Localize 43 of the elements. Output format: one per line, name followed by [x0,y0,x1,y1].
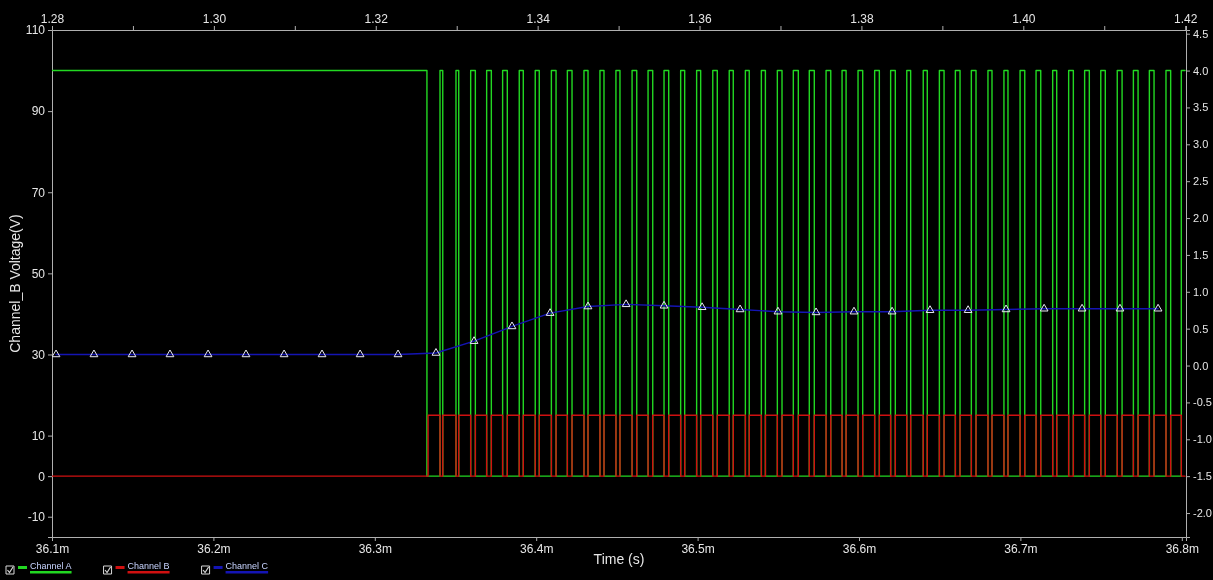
y-tick-label: 30 [31,347,46,362]
y2-tick-label: -1.5 [1193,470,1212,483]
y2-tick-label: -1.0 [1193,433,1212,446]
y2-tick-label: 1.5 [1193,248,1209,261]
x2-tick-label: 1.28 [40,12,65,26]
y2-tick-label: 2.5 [1193,175,1209,188]
legend-label: Channel A [30,561,72,571]
x-tick-label: 36.7m [1004,541,1038,556]
y2-tick-label: 4.0 [1193,64,1209,77]
y2-tick-label: 3.0 [1193,138,1209,151]
y2-tick-label: 2.0 [1193,212,1209,225]
y-tick-label: -10 [27,510,46,525]
y-tick-label: 70 [31,185,46,200]
x2-tick-label: 1.30 [202,12,227,26]
legend-label: Channel B [127,561,170,571]
y-tick-label: 0 [38,469,46,484]
x2-tick-label: 1.32 [364,12,389,26]
x-tick-label: 36.3m [358,541,392,556]
x-tick-label: 36.5m [681,541,715,556]
y2-tick-label: 3.5 [1193,101,1209,114]
y2-tick-label: 1.0 [1193,285,1209,298]
y2-tick-label: 0.5 [1193,322,1209,335]
x2-tick-label: 1.36 [688,12,713,26]
y2-tick-label: 4.5 [1193,27,1209,40]
y2-tick-label: -2.0 [1193,507,1212,520]
x2-tick-label: 1.34 [526,12,551,26]
x-tick-label: 36.6m [842,541,877,556]
x-tick-label: 36.8m [1165,541,1199,556]
x-tick-label: 36.4m [520,541,554,556]
x2-tick-label: 1.38 [850,12,874,26]
y-axis-title: Channel_B Voltage(V) [7,214,23,353]
y2-tick-label: -0.5 [1193,396,1212,409]
y-tick-label: 50 [31,266,46,281]
x-tick-label: 36.1m [35,541,70,556]
x-tick-label: 36.2m [197,541,231,556]
x2-tick-label: 1.40 [1012,12,1036,26]
x-axis-title: Time (s) [593,551,645,567]
x2-tick-label: 1.42 [1174,12,1198,26]
y-tick-label: 110 [25,23,46,38]
y-tick-label: 90 [31,104,46,119]
legend-label: Channel C [225,561,269,571]
y-tick-label: 10 [31,428,46,443]
y2-tick-label: 0.0 [1193,359,1209,372]
